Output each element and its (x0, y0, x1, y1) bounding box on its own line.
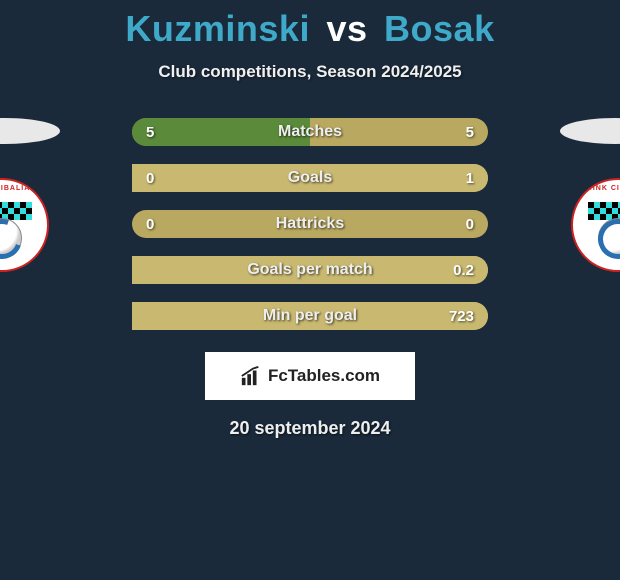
comparison-card: Kuzminski vs Bosak Club competitions, Se… (0, 0, 620, 439)
c-letter-icon (0, 212, 29, 265)
c-letter-icon (591, 212, 620, 265)
chart-icon (240, 365, 262, 387)
stat-value-right: 1 (466, 170, 474, 187)
stat-value-left: 0 (146, 216, 154, 233)
club-name-text: HNK CIBALIA (590, 185, 620, 192)
branding-text: FcTables.com (268, 366, 380, 386)
stat-value-left: 0 (146, 170, 154, 187)
stat-row: 0.2 Goals per match (132, 256, 488, 284)
player2-name: Bosak (384, 8, 495, 49)
player1-name: Kuzminski (125, 8, 310, 49)
stat-value-right: 723 (449, 308, 474, 325)
player1-photo-placeholder (0, 118, 60, 144)
stat-value-left: 5 (146, 124, 154, 141)
player1-club-badge: HNK CIBALIA (0, 178, 49, 272)
comparison-body: HNK CIBALIA 55Matches01Goals00Hattricks0… (0, 118, 620, 348)
subtitle: Club competitions, Season 2024/2025 (0, 62, 620, 82)
club-name-text: HNK CIBALIA (0, 185, 30, 192)
stat-value-right: 5 (466, 124, 474, 141)
player2-club-badge: HNK CIBALIA (571, 178, 620, 272)
stat-row: 5 5 Matches (132, 118, 488, 146)
stat-value-right: 0 (466, 216, 474, 233)
stat-label: Goals per match (247, 261, 372, 279)
branding-logo[interactable]: FcTables.com (205, 352, 415, 400)
stat-label: Goals (288, 169, 332, 187)
stat-row: 723 Min per goal (132, 302, 488, 330)
stat-row: 0 0 Hattricks (132, 210, 488, 238)
stat-label: Matches (278, 123, 342, 141)
left-side: HNK CIBALIA (0, 118, 120, 272)
stat-value-right: 0.2 (453, 262, 474, 279)
page-title: Kuzminski vs Bosak (0, 0, 620, 50)
date-text: 20 september 2024 (0, 418, 620, 439)
stat-row: 0 1 Goals (132, 164, 488, 192)
vs-text: vs (326, 8, 367, 49)
stat-label: Min per goal (263, 307, 357, 325)
right-side: HNK CIBALIA (500, 118, 620, 272)
player2-photo-placeholder (560, 118, 620, 144)
stats-bars: 5 5 Matches 0 1 Goals 0 0 Hattricks 0.2 Goals per … (120, 118, 500, 348)
stat-label: Hattricks (276, 215, 344, 233)
